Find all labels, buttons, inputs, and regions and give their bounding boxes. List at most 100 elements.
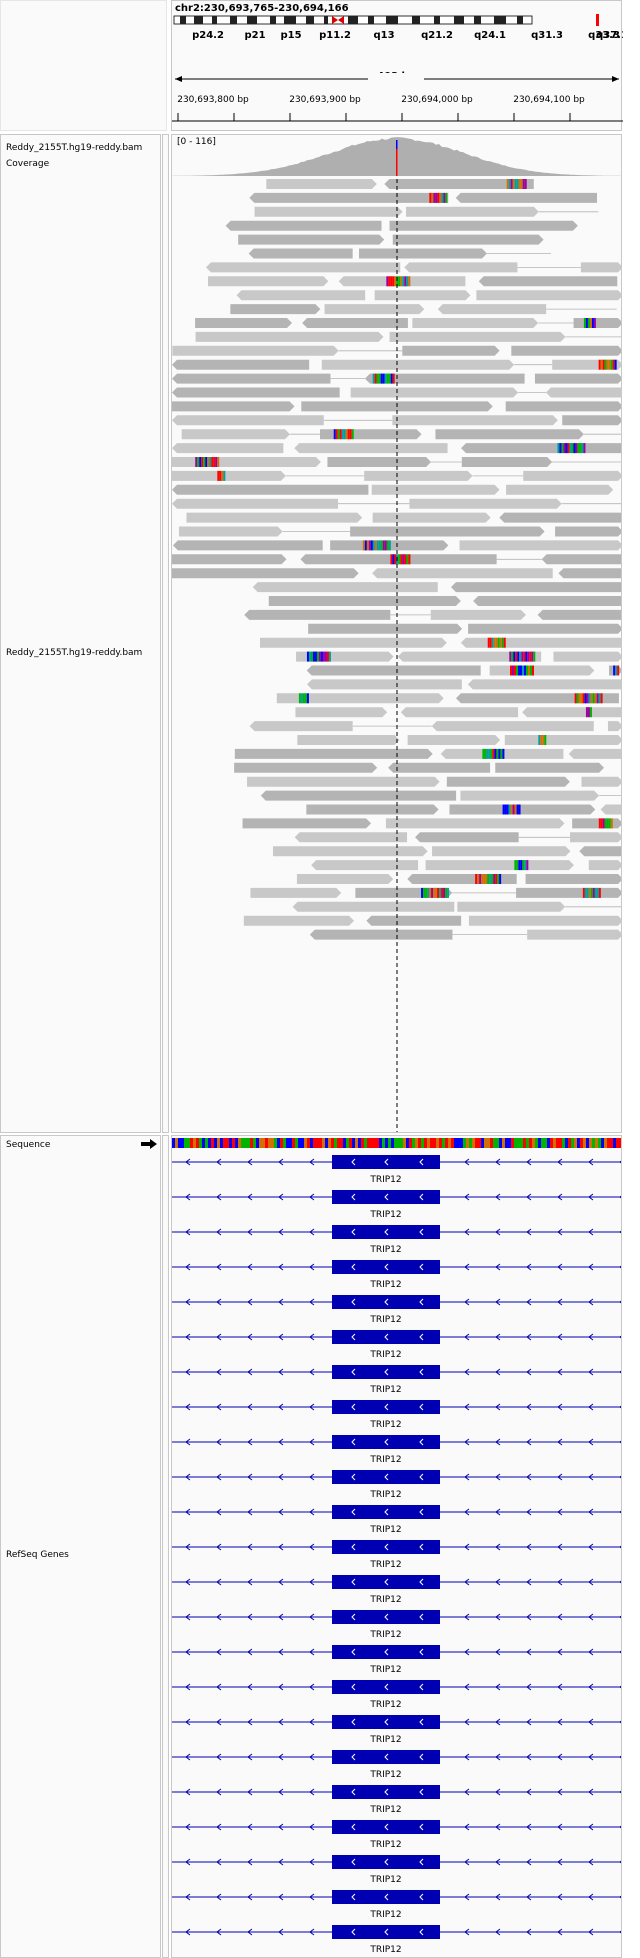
mismatch-mark [380, 373, 383, 384]
arrow-right-icon [612, 76, 619, 82]
strand-arrow-icon [309, 1718, 315, 1726]
sequence-base [379, 1138, 382, 1148]
mismatch-mark [374, 373, 377, 384]
mismatch-mark [525, 651, 528, 662]
mismatch-mark [392, 373, 395, 384]
mismatch-mark [479, 874, 482, 884]
alignment-reads[interactable] [172, 135, 622, 1133]
strand-arrow-icon [526, 1403, 532, 1411]
read [238, 234, 385, 245]
strand-arrow-icon [619, 1685, 621, 1689]
sequence-base [208, 1138, 211, 1148]
sequence-base [202, 1138, 205, 1148]
mismatch-mark [519, 651, 522, 662]
gene-name-label: TRIP12 [369, 1210, 401, 1220]
strand-arrow-icon [495, 1403, 501, 1411]
refseq-gene-track[interactable]: TRIP12 TRIP12 TRIP12 TRIP12 TRIP12 TRIP12 TRIP… [172, 1136, 622, 1958]
strand-arrow-icon [351, 1753, 356, 1761]
gene-name-label: TRIP12 [369, 1455, 401, 1465]
sequence-base [358, 1138, 361, 1148]
read [555, 526, 621, 537]
gene-name-label: TRIP12 [369, 1280, 401, 1290]
mismatch-mark [408, 554, 411, 565]
sequence-base [211, 1138, 214, 1148]
chromosome-ideogram[interactable]: p24.2 p21 p15 p11.2 q13 q21.2 q24.1 q31.3 q33.3q… [172, 14, 623, 44]
strand-arrow-icon [278, 1473, 284, 1481]
mismatch-mark [583, 318, 586, 328]
sequence-base [502, 1138, 505, 1148]
strand-arrow-icon [309, 1473, 315, 1481]
sequence-base [562, 1138, 565, 1148]
mismatch-mark [312, 651, 315, 662]
arrow-right-icon[interactable] [141, 1139, 157, 1149]
mismatch-mark [217, 470, 220, 481]
mismatch-mark [388, 373, 391, 384]
strand-arrow-icon [464, 1928, 470, 1936]
feature-attribute-column [162, 1135, 169, 1958]
strand-arrow-icon [351, 1928, 356, 1936]
gene-exon [332, 1645, 440, 1659]
strand-arrow-icon [216, 1403, 222, 1411]
mismatch-mark [608, 818, 611, 829]
mismatch-mark [561, 443, 564, 454]
strand-arrow-icon [619, 1195, 621, 1199]
strand-arrow-icon [419, 1438, 424, 1446]
read [311, 860, 419, 871]
mismatch-mark [431, 192, 434, 203]
read [236, 290, 366, 301]
ideogram-band [230, 16, 237, 24]
read [406, 206, 539, 217]
mismatch-mark [400, 276, 403, 287]
mismatch-mark [380, 540, 383, 551]
mismatch-mark [390, 276, 393, 287]
sequence-base [298, 1138, 301, 1148]
read [573, 318, 621, 328]
sequence-base [196, 1138, 199, 1148]
coverage-track[interactable] [172, 135, 622, 177]
refseq-track-label[interactable]: RefSeq Genes [6, 1550, 69, 1560]
strand-arrow-icon [351, 1858, 356, 1866]
sequence-track-label[interactable]: Sequence [6, 1140, 51, 1150]
read [397, 651, 542, 662]
mismatch-mark [382, 373, 385, 384]
mismatch-mark [517, 651, 520, 662]
strand-arrow-icon [384, 1403, 389, 1411]
strand-arrow-icon [216, 1543, 222, 1551]
coverage-track-label[interactable]: Reddy_2155T.hg19-reddy.bam Coverage [6, 143, 143, 169]
alignment-name-panel: Reddy_2155T.hg19-reddy.bam Coverage Redd… [0, 134, 161, 1133]
ideogram-band [434, 16, 440, 24]
sequence-base [181, 1138, 184, 1148]
strand-arrow-icon [526, 1438, 532, 1446]
gene-exon [332, 1785, 440, 1799]
strand-arrow-icon [351, 1158, 356, 1166]
read [432, 846, 571, 857]
read [388, 762, 491, 773]
strand-arrow-icon [557, 1158, 563, 1166]
mismatch-mark [512, 179, 515, 189]
gene-exon [332, 1365, 440, 1379]
sequence-base [448, 1138, 451, 1148]
position-ruler[interactable]: 230,693,800 bp 230,693,900 bp 230,694,000 … [172, 1, 623, 132]
strand-arrow-icon [278, 1578, 284, 1586]
strand-arrow-icon [351, 1403, 356, 1411]
sequence-base [328, 1138, 331, 1148]
read [478, 276, 618, 287]
ideogram-band [324, 16, 328, 24]
mismatch-mark [441, 192, 444, 203]
ideogram-band [306, 16, 314, 24]
gene-exon [332, 1190, 440, 1204]
mismatch-mark [521, 651, 524, 662]
strand-arrow-icon [557, 1928, 563, 1936]
read [562, 415, 621, 426]
ideogram-band [494, 16, 506, 24]
read [461, 457, 553, 467]
strand-arrow-icon [557, 1508, 563, 1516]
sequence-base [199, 1138, 202, 1148]
strand-arrow-icon [619, 1545, 621, 1549]
strand-arrow-icon [278, 1508, 284, 1516]
alignment-track-label[interactable]: Reddy_2155T.hg19-reddy.bam [6, 648, 143, 658]
read [374, 290, 471, 301]
gene-name-label: TRIP12 [369, 1245, 401, 1255]
sequence-base [541, 1138, 544, 1148]
sequence-base [250, 1138, 253, 1148]
